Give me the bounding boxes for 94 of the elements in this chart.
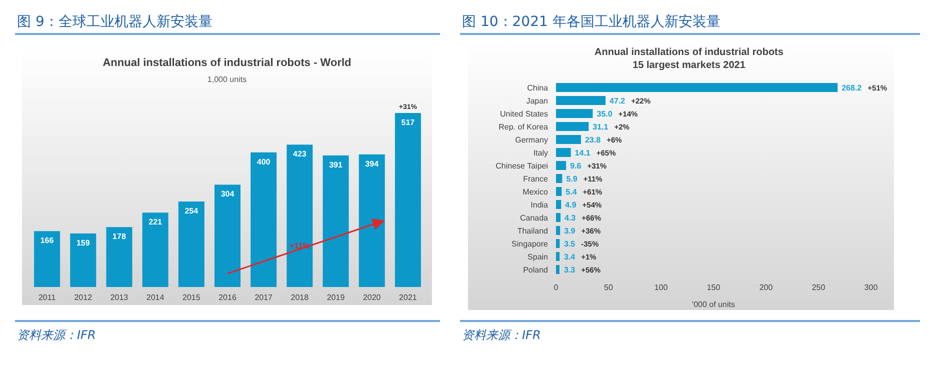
bar [556,226,560,235]
y-tick-label: Thailand [517,226,548,236]
bar [322,155,349,287]
data-label: 9.6 [570,162,582,170]
y-tick-label: United States [500,110,548,118]
bar [556,161,566,170]
bar [250,152,277,287]
y-tick-label: Rep. of Korea [498,122,549,132]
x-tick-label: 2020 [362,293,382,302]
data-label: 23.8 [584,136,602,144]
x-tick-label: 150 [706,283,721,292]
x-tick-label: 2017 [254,293,274,302]
bar [556,122,589,131]
bar [556,239,560,248]
data-label: 159 [76,238,90,248]
y-tick-label: Chinese Taipei [496,162,548,170]
data-label: 166 [40,236,54,246]
data-label: 394 [365,159,380,168]
bar [556,252,560,261]
x-tick-label: 300 [864,283,878,292]
bar [286,144,313,287]
data-label: 221 [148,218,163,227]
y-tick-label: India [530,200,549,210]
data-label: 517 [401,118,416,127]
data-label: 4.3 [564,214,576,222]
y-tick-label: France [523,174,549,184]
bar [556,174,562,183]
data-label: 3.3 [564,266,576,274]
bar [70,233,96,287]
y-tick-label: Japan [526,96,548,106]
text: 15 largest markets 2021 [632,60,746,71]
chart-subtitle: Annual installations of industrial robots [594,47,784,58]
x-tick-label: 2021 [399,293,418,302]
bar [142,212,168,287]
x-tick-label: 2018 [290,293,310,302]
x-tick-label: 100 [654,283,668,292]
bar [556,109,593,118]
x-tick-label: 200 [759,283,774,292]
data-label: 391 [329,160,343,170]
bar [178,202,204,287]
bar [556,213,561,222]
data-label: 268.2 [842,84,862,92]
bar [394,113,421,287]
text: 1,000 units [207,75,247,84]
bar [556,187,562,196]
bar [358,154,385,287]
x-tick-label: 250 [812,283,826,292]
data-label: 35.0 [596,110,613,118]
data-label: 423 [293,150,307,159]
data-label: 5.4 [566,188,578,196]
data-label: 3.4 [564,252,576,262]
y-tick-label: Singapore [512,240,549,248]
data-label: 400 [256,157,271,166]
bar [106,227,132,287]
data-label: 31.1 [592,122,609,132]
data-label: 254 [184,206,199,216]
y-tick-label: Italy [533,148,548,158]
data-label: 5.9 [566,174,578,184]
data-label: 3.9 [564,226,576,236]
bar [556,265,560,274]
y-tick-label: Spain [528,252,548,262]
bar [556,200,562,209]
chart-title: 图 10：2021 年各国工业机器人新安装量 [462,14,720,30]
x-axis-title: '000 of units [692,300,735,309]
x-tick-label: 50 [604,283,614,292]
x-tick-label: 0 [554,283,559,292]
data-label: 3.5 [564,240,576,248]
x-tick-label: 2016 [218,293,237,302]
x-tick-label: 2019 [326,293,346,302]
y-tick-label: China [527,84,549,92]
bar [556,135,581,144]
data-label: 47.2 [610,96,626,106]
x-tick-label: 2013 [110,293,129,302]
bar [556,83,838,92]
bar [214,184,240,287]
y-tick-label: Poland [523,266,548,274]
text: 资料来源：IFR [462,328,541,342]
data-label: 304 [220,190,235,199]
x-tick-label: 2014 [146,293,165,302]
bar [34,231,60,287]
data-label: 178 [112,232,126,242]
y-tick-label: Canada [520,214,549,222]
text: 资料来源：IFR [17,328,96,342]
y-tick-label: Germany [515,136,548,144]
bar [556,96,606,105]
chart-title: 图 9：全球工业机器人新安装量 [17,14,212,30]
bar [556,148,571,157]
x-tick-label: 2012 [74,293,93,302]
data-label: 4.9 [565,200,577,210]
y-tick-label: Mexico [522,188,549,196]
x-tick-label: 2011 [38,293,56,302]
data-label: 14.1 [574,148,591,158]
chart-subtitle: Annual installations of industrial robots - World [102,57,352,69]
x-tick-label: 2015 [182,293,201,302]
